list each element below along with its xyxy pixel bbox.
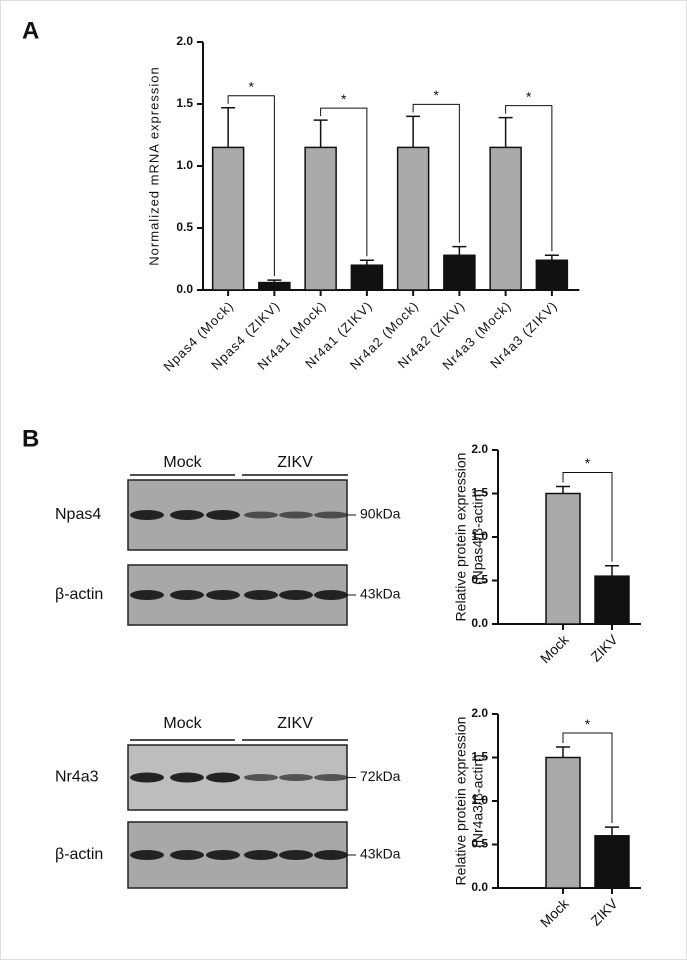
blot-band [170,772,204,783]
error-bar [556,485,570,494]
significance-bracket [562,472,613,562]
blot-band [130,510,164,520]
significance-bracket [562,732,613,824]
significance-label: * [585,455,591,471]
significance-label: * [434,87,440,103]
error-bar [556,746,570,758]
blot-band [279,774,313,781]
y-tick-label: 1.0 [176,158,193,172]
blot-row-label: Npas4 [55,506,101,523]
y-tick-label: 0.0 [471,616,488,630]
y-tick-label: 2.0 [176,34,193,48]
blot-band [170,850,204,860]
blot-size-label: 90kDa [360,506,401,522]
blot-band [206,850,240,860]
y-tick-label: 0.0 [176,282,193,296]
error-bar [406,115,421,148]
blot-group-label: Mock [163,454,202,471]
y-tick-label: 0.5 [471,837,488,851]
blot-band [130,850,164,860]
blot-row-label: β-actin [55,846,103,863]
blot-band [206,772,240,783]
blot-band [170,590,204,600]
bar [535,259,569,291]
significance-bracket [227,95,275,277]
error-bar [605,826,619,836]
blot-band [314,511,348,519]
bar [258,281,291,291]
blot-size-label: 43kDa [360,846,401,862]
blot-band [279,511,313,519]
significance-bracket [412,103,460,243]
bar [211,146,245,291]
y-tick-label: 1.5 [176,96,193,110]
blot-size-label: 43kDa [360,586,401,602]
bar [396,146,430,291]
bar [489,146,522,291]
y-axis-label: (Npas4/β-actin) [470,489,486,585]
error-bar [452,245,467,256]
y-tick-label: 1.0 [471,793,488,807]
bar [594,575,630,625]
error-bar [498,116,513,148]
blot-group-label: ZIKV [277,715,313,732]
y-axis-label: (Nr4a3/β-actin) [470,754,486,848]
y-axis-label: Relative protein expression [453,717,469,886]
blot-band [279,850,313,860]
blot-group-label: ZIKV [277,454,313,471]
y-tick-label: 1.0 [471,529,488,543]
panel-label: B [22,425,39,452]
bar [594,835,630,889]
significance-label: * [526,88,532,104]
blot-band [206,510,240,520]
blot-group-label: Mock [163,715,202,732]
blot-band [314,590,348,600]
error-bar [605,564,619,577]
y-tick-label: 2.0 [471,706,488,720]
y-tick-label: 1.5 [471,750,488,764]
blot-row-label: Nr4a3 [55,769,99,786]
blot-band [244,774,278,781]
y-tick-label: 1.5 [471,486,488,500]
blot-band [244,850,278,860]
significance-label: * [249,78,255,94]
error-bar [221,106,236,148]
error-bar [544,254,559,261]
bar [545,756,581,889]
significance-bracket [320,107,368,257]
significance-bracket [505,105,553,252]
significance-label: * [585,716,591,732]
y-tick-label: 0.5 [176,220,193,234]
bar [350,264,384,291]
blot-band [130,590,164,600]
error-bar [313,119,328,148]
error-bar [359,259,374,266]
error-bar [267,279,282,283]
y-axis-label: Normalized mRNA expression [146,66,161,265]
bar [545,492,581,625]
y-axis-label: Relative protein expression [453,453,469,622]
y-tick-label: 2.0 [471,442,488,456]
blot-band [244,511,278,519]
blot-band [130,772,164,783]
bar [443,254,476,291]
panel-label: A [22,17,39,44]
blot-size-label: 72kDa [360,768,401,784]
blot-band [206,590,240,600]
bar [304,146,337,291]
y-tick-label: 0.0 [471,880,488,894]
blot-band [170,510,204,520]
blot-band [314,774,348,781]
y-tick-label: 0.5 [471,573,488,587]
blot-row-label: β-actin [55,586,103,603]
blot-band [279,590,313,600]
significance-label: * [341,91,347,107]
blot-band [244,590,278,600]
blot-band [314,850,348,860]
